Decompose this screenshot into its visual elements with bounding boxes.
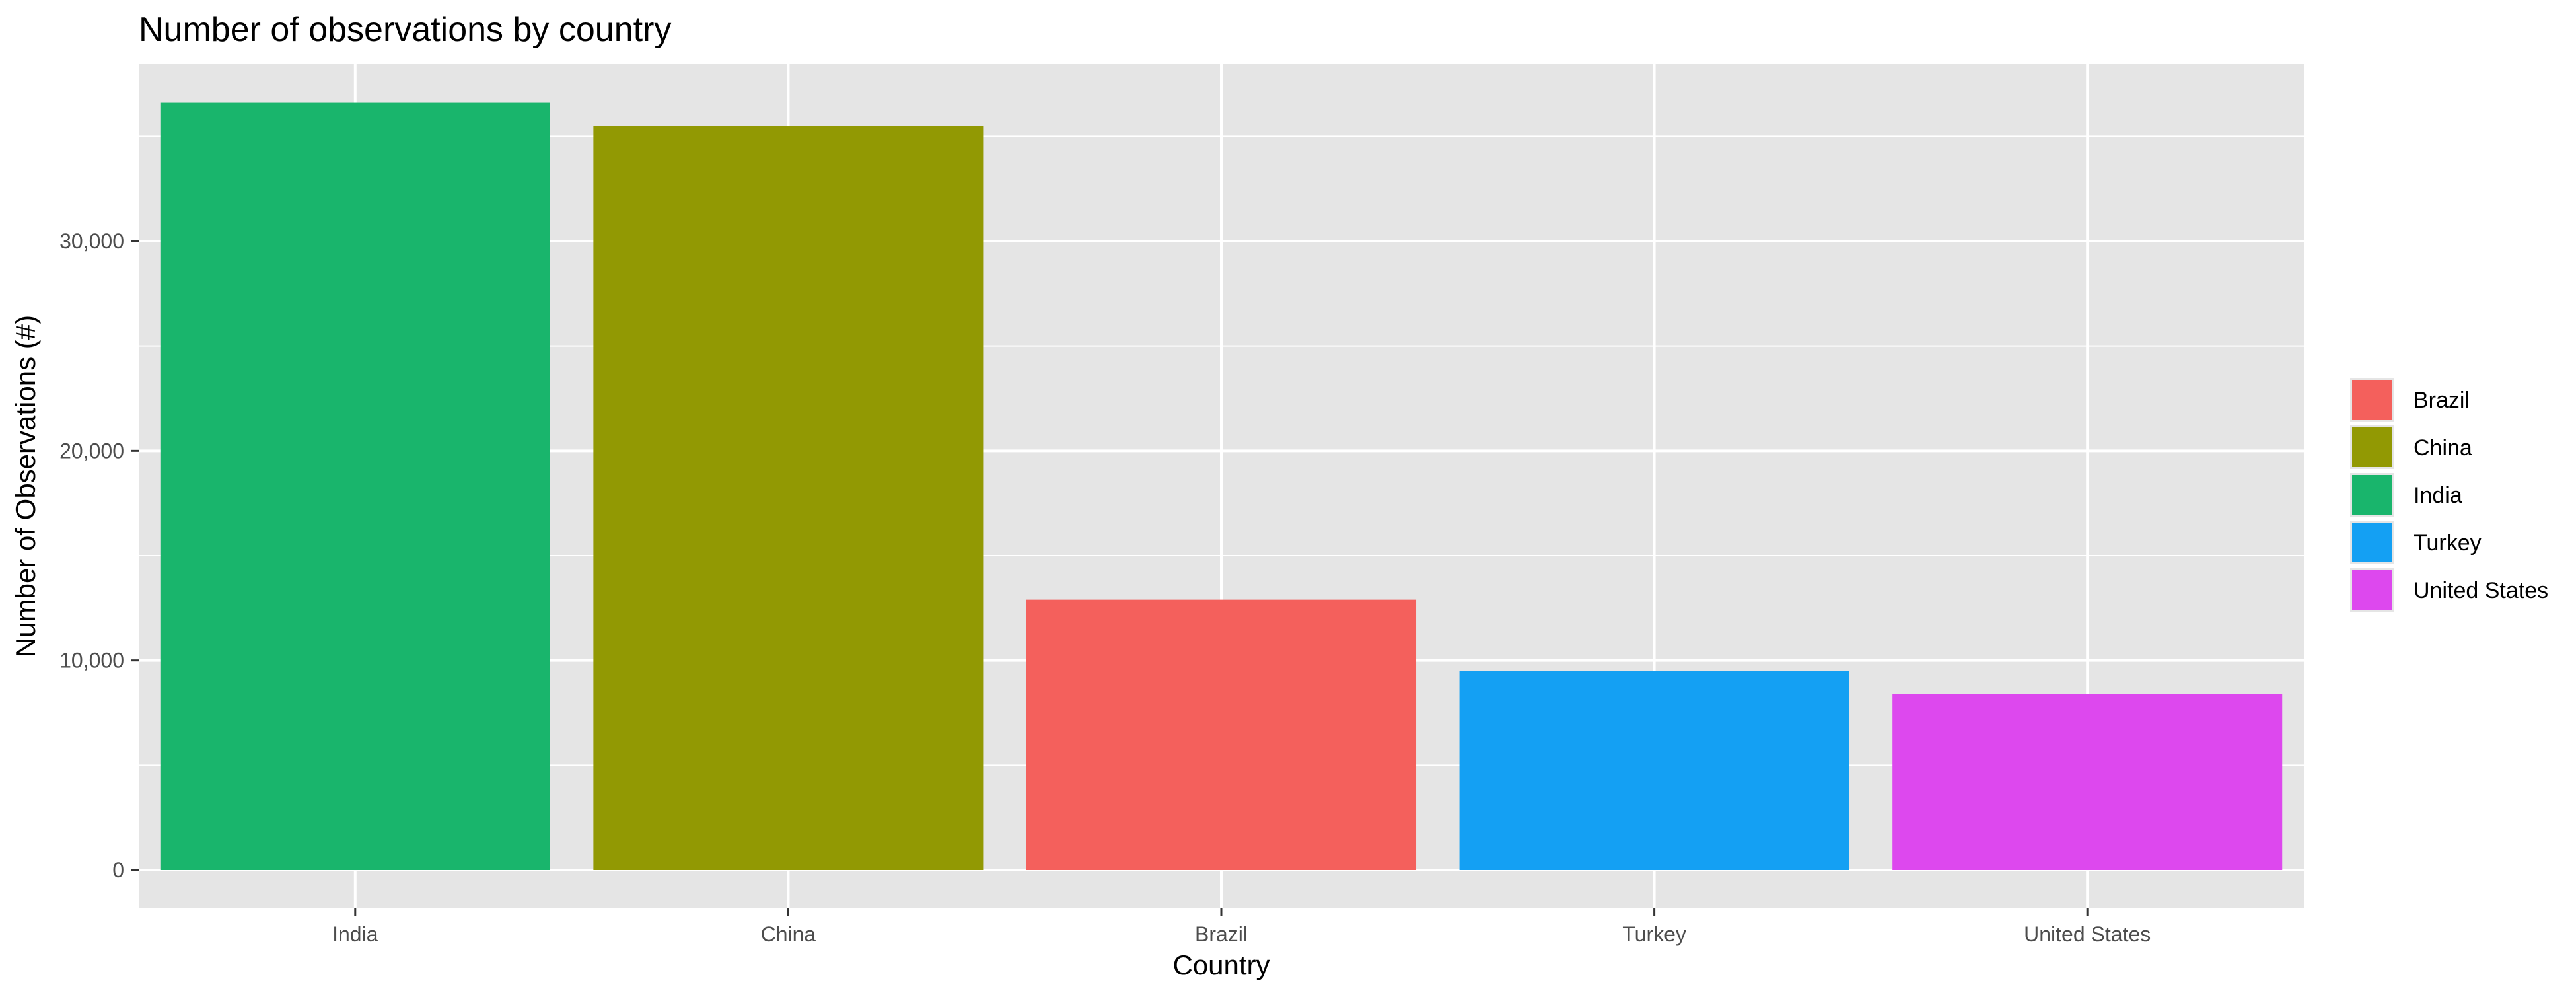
legend-label: Turkey <box>2414 531 2482 556</box>
y-tick-label: 20,000 <box>59 439 124 462</box>
bar-brazil <box>1026 599 1417 870</box>
legend-swatch <box>2352 380 2392 420</box>
legend-item: Turkey <box>2350 521 2482 564</box>
x-axis: India China Brazil Turkey United States <box>332 908 2151 946</box>
legend-label: China <box>2414 435 2472 460</box>
y-axis: 0 10,000 20,000 30,000 <box>59 229 139 882</box>
bar-india <box>160 102 550 870</box>
bar-turkey <box>1459 671 1849 870</box>
y-tick-label: 30,000 <box>59 229 124 253</box>
legend-item: United States <box>2350 568 2548 612</box>
bar-china <box>593 126 984 870</box>
legend-swatch <box>2352 570 2392 610</box>
legend-swatch <box>2352 523 2392 562</box>
legend: Brazil China India Turkey United States <box>2350 378 2548 612</box>
legend-item: China <box>2350 425 2472 469</box>
bar-united-states <box>1892 694 2283 870</box>
x-tick-label: United States <box>2024 922 2151 946</box>
chart-title: Number of observations by country <box>139 11 671 49</box>
x-tick-label: Brazil <box>1195 922 1248 946</box>
bars <box>160 102 2283 870</box>
x-tick-label: India <box>332 922 378 946</box>
y-tick-label: 10,000 <box>59 649 124 673</box>
legend-swatch <box>2352 427 2392 467</box>
legend-label: Brazil <box>2414 388 2470 413</box>
legend-label: India <box>2414 483 2462 508</box>
x-tick-label: Turkey <box>1622 922 1686 946</box>
legend-label: United States <box>2414 578 2548 603</box>
y-tick-label: 0 <box>112 858 124 882</box>
legend-item: India <box>2350 473 2462 517</box>
y-axis-title: Number of Observations (#) <box>10 315 41 657</box>
x-tick-label: China <box>761 922 816 946</box>
legend-item: Brazil <box>2350 378 2470 422</box>
legend-swatch <box>2352 475 2392 515</box>
x-axis-title: Country <box>1172 949 1270 980</box>
